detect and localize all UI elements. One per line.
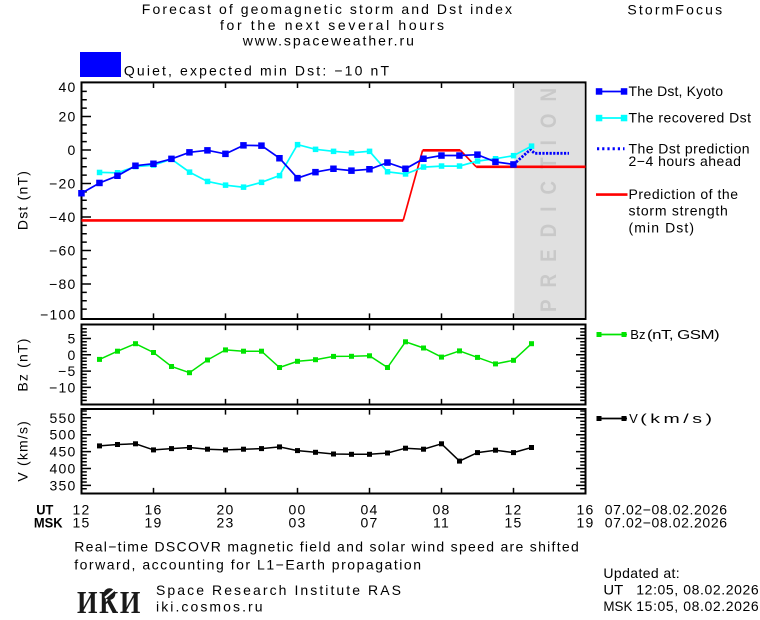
svg-text:UT: UT (36, 502, 54, 518)
svg-text:400: 400 (50, 461, 77, 477)
svg-text:The recovered Dst: The recovered Dst (629, 110, 752, 126)
svg-text:20: 20 (217, 502, 235, 518)
svg-text:V: V (629, 411, 638, 426)
svg-text:12:05, 08.02.2026: 12:05, 08.02.2026 (636, 582, 759, 598)
svg-text:forward, accounting for L1−Ear: forward, accounting for L1−Earth propaga… (74, 556, 421, 572)
svg-text:40: 40 (59, 79, 77, 95)
svg-text:−80: −80 (49, 276, 76, 292)
svg-text:Dst (nT): Dst (nT) (15, 170, 31, 230)
svg-text:−100: −100 (40, 307, 76, 323)
svg-text:450: 450 (50, 444, 77, 460)
svg-text:04: 04 (361, 502, 379, 518)
svg-text:(nT, GSM): (nT, GSM) (647, 328, 720, 343)
svg-text:Prediction of the: Prediction of the (629, 186, 739, 202)
svg-text:Bz (nT): Bz (nT) (15, 337, 31, 391)
svg-text:15:05, 08.02.2026: 15:05, 08.02.2026 (636, 598, 759, 614)
svg-text:07.02−08.02.2026: 07.02−08.02.2026 (605, 515, 728, 531)
svg-text:The Dst, Kyoto: The Dst, Kyoto (629, 83, 724, 99)
svg-text:19: 19 (577, 515, 595, 531)
svg-text:UT: UT (603, 582, 623, 598)
svg-text:0: 0 (68, 142, 77, 158)
svg-text:storm strength: storm strength (629, 203, 728, 219)
svg-text:Bz: Bz (630, 327, 645, 342)
svg-text:www.spaceweather.ru: www.spaceweather.ru (242, 33, 414, 49)
svg-text:15: 15 (505, 515, 523, 531)
svg-text:MSK: MSK (603, 598, 633, 614)
svg-text:08: 08 (433, 502, 451, 518)
svg-text:−40: −40 (49, 209, 76, 225)
svg-text:00: 00 (289, 502, 307, 518)
svg-text:Quiet, expected min Dst: −10 n: Quiet, expected min Dst: −10 nT (124, 63, 390, 79)
svg-text:−20: −20 (49, 176, 76, 192)
svg-text:for the next several hours: for the next several hours (220, 17, 444, 33)
svg-text:23: 23 (217, 515, 235, 531)
svg-text:16: 16 (145, 502, 163, 518)
svg-text:11: 11 (433, 515, 450, 531)
svg-text:(min Dst): (min Dst) (629, 219, 695, 235)
svg-text:MSK: MSK (34, 515, 63, 531)
svg-text:500: 500 (50, 427, 77, 443)
svg-text:2−4 hours ahead: 2−4 hours ahead (629, 153, 741, 169)
svg-text:03: 03 (289, 515, 307, 531)
svg-text:0: 0 (68, 347, 77, 363)
svg-text:19: 19 (145, 515, 163, 531)
svg-text:5: 5 (68, 331, 77, 347)
svg-text:16: 16 (577, 502, 595, 518)
svg-text:20: 20 (59, 108, 77, 124)
svg-text:350: 350 (50, 477, 77, 493)
svg-text:(km/s): (km/s) (640, 411, 712, 426)
svg-text:550: 550 (50, 410, 77, 426)
svg-text:−5: −5 (58, 363, 76, 379)
svg-text:12: 12 (505, 502, 523, 518)
svg-text:07: 07 (361, 515, 379, 531)
svg-text:12: 12 (73, 502, 91, 518)
svg-text:V (km/s): V (km/s) (15, 420, 31, 482)
svg-text:The Dst prediction: The Dst prediction (629, 140, 750, 156)
svg-text:Space Research Institute RAS: Space Research Institute RAS (156, 582, 401, 598)
svg-text:StormFocus: StormFocus (627, 2, 722, 18)
svg-text:07.02−08.02.2026: 07.02−08.02.2026 (605, 502, 728, 518)
svg-text:Updated at:: Updated at: (603, 565, 679, 581)
svg-text:Real−time DSCOVR magnetic fiel: Real−time DSCOVR magnetic field and sola… (74, 539, 579, 555)
svg-text:−60: −60 (49, 242, 76, 258)
svg-text:−10: −10 (49, 379, 76, 395)
svg-text:15: 15 (73, 515, 91, 531)
svg-text:iki.cosmos.ru: iki.cosmos.ru (156, 599, 263, 615)
